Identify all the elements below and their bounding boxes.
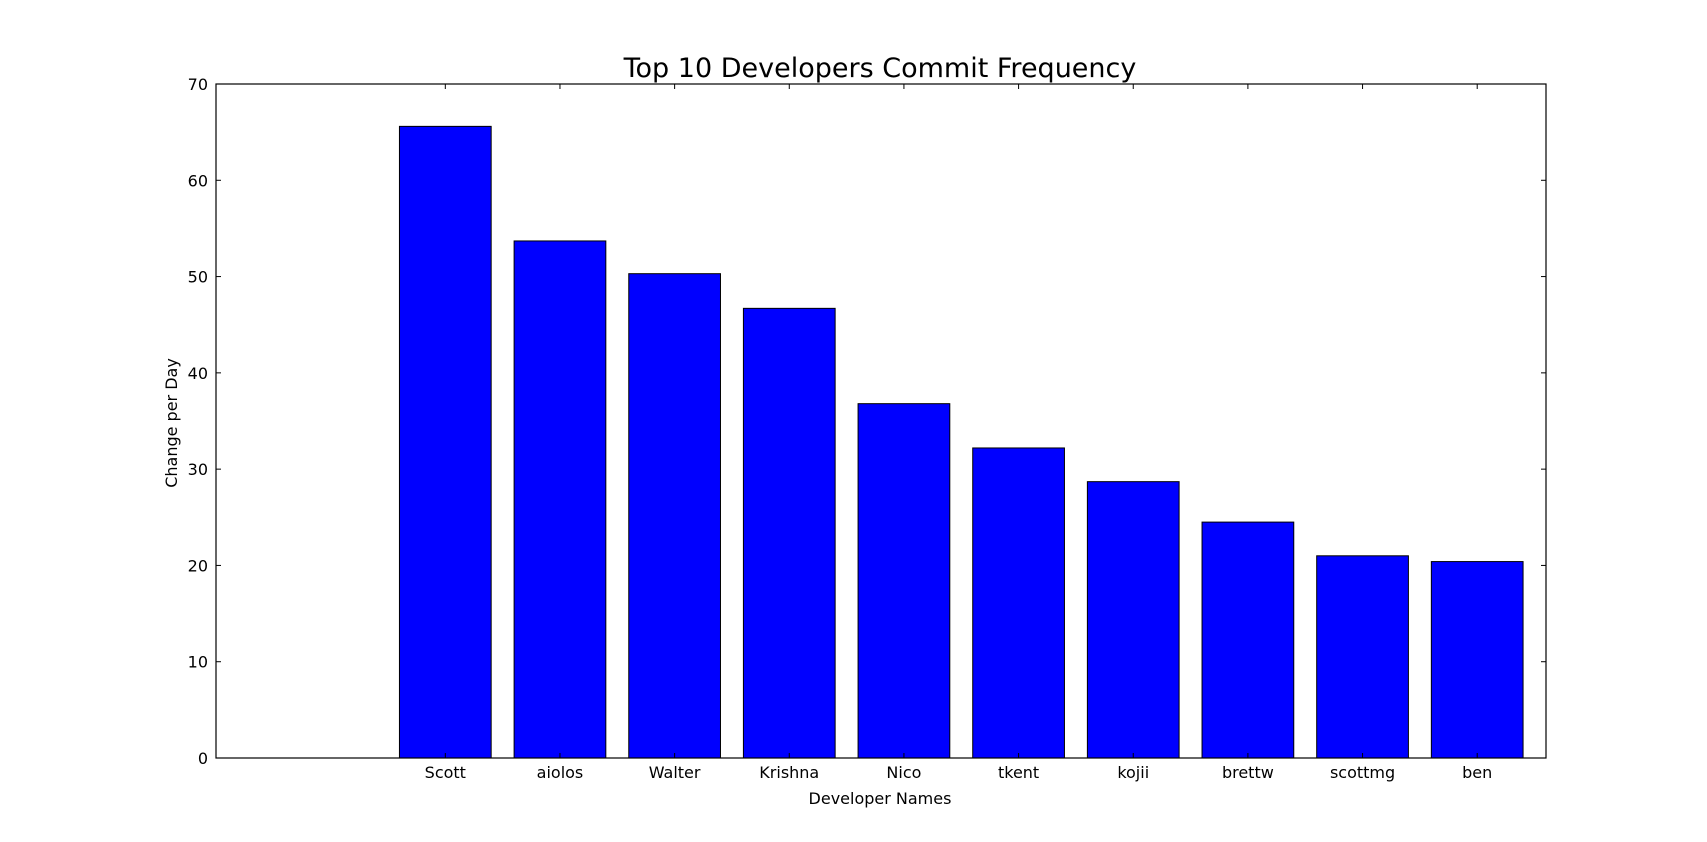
y-tick-label: 40 bbox=[188, 364, 208, 383]
y-tick-label: 0 bbox=[198, 749, 208, 768]
y-tick-label: 70 bbox=[188, 75, 208, 94]
x-axis-label: Developer Names bbox=[809, 789, 952, 808]
x-tick-label: Walter bbox=[649, 763, 701, 782]
ticks-layer: Scott aiolos Walter Krishna Nico tkent kojii br… bbox=[188, 75, 1546, 782]
bar-Krishna bbox=[742, 307, 836, 759]
bar-scottmg bbox=[1316, 555, 1409, 759]
x-tick-label: Krishna bbox=[759, 763, 819, 782]
y-tick-label: 50 bbox=[188, 268, 208, 287]
x-tick-label: tkent bbox=[998, 763, 1039, 782]
bars-layer bbox=[398, 125, 1524, 759]
bar-brettw bbox=[1201, 521, 1295, 759]
y-tick-label: 60 bbox=[188, 171, 208, 190]
bar-Walter bbox=[628, 273, 721, 759]
y-tick-label: 30 bbox=[188, 460, 208, 479]
x-tick-label: brettw bbox=[1222, 763, 1274, 782]
x-tick-label: ben bbox=[1462, 763, 1492, 782]
chart-title: Top 10 Developers Commit Frequency bbox=[623, 53, 1137, 84]
y-tick-label: 20 bbox=[188, 556, 208, 575]
x-tick-label: kojii bbox=[1117, 763, 1149, 782]
bar-Scott bbox=[398, 125, 492, 759]
x-tick-label: aiolos bbox=[537, 763, 584, 782]
bar-ben bbox=[1430, 561, 1524, 759]
bar-Nico bbox=[857, 403, 951, 759]
y-tick-label: 10 bbox=[188, 653, 208, 672]
bar-tkent bbox=[972, 447, 1065, 759]
x-tick-label: scottmg bbox=[1330, 763, 1395, 782]
bar-kojii bbox=[1086, 481, 1180, 759]
x-tick-label: Nico bbox=[886, 763, 921, 782]
plot-frame bbox=[215, 83, 1547, 759]
bar-aiolos bbox=[513, 240, 607, 759]
y-axis-label: Change per Day bbox=[162, 358, 181, 488]
x-tick-label: Scott bbox=[425, 763, 466, 782]
